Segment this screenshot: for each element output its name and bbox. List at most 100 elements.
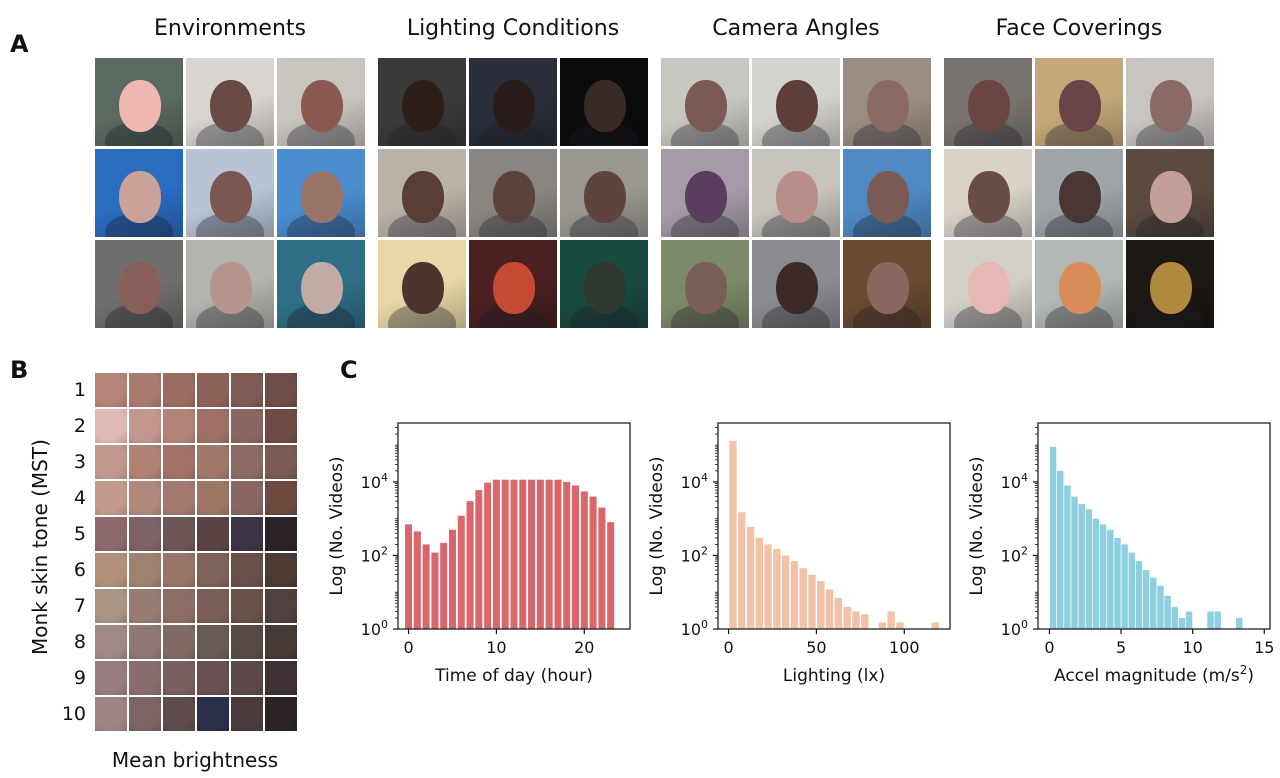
- skin-tone-swatch: [265, 589, 297, 623]
- histogram-bar: [431, 552, 439, 629]
- histogram-bar: [457, 515, 465, 629]
- histogram-bar: [764, 544, 772, 629]
- image-thumbnail: [843, 240, 931, 328]
- skin-tone-swatch: [163, 697, 195, 731]
- y-tick-label: 104: [681, 471, 708, 492]
- group-title: Environments: [154, 16, 306, 41]
- skin-tone-swatch: [265, 445, 297, 479]
- skin-tone-swatch: [95, 661, 127, 695]
- image-thumbnail: [752, 58, 840, 146]
- skin-tone-swatch: [95, 445, 127, 479]
- image-thumbnail: [1126, 149, 1214, 237]
- skin-tone-swatch: [231, 589, 263, 623]
- face-mask: [119, 262, 161, 314]
- face-mask: [1150, 171, 1192, 223]
- skin-tone-swatch: [231, 697, 263, 731]
- y-axis-label: Log (No. Videos): [327, 456, 347, 595]
- chart-time-of-day: 100 102 104 0 10 20 Time of day (hour) Log (No.…: [327, 422, 631, 686]
- image-thumbnail: [95, 149, 183, 237]
- histogram-bar: [738, 512, 746, 629]
- face-mask: [584, 262, 626, 314]
- face-mask: [867, 262, 909, 314]
- image-thumbnail: [277, 240, 365, 328]
- skin-tone-swatch: [95, 697, 127, 731]
- face-mask: [402, 171, 444, 223]
- x-tick-label: 0: [403, 638, 413, 657]
- x-tick-label: 5: [1116, 638, 1126, 657]
- skin-tone-swatch: [231, 625, 263, 659]
- histogram-bar: [580, 491, 588, 629]
- histogram-bar: [607, 522, 615, 629]
- histogram-bar: [572, 485, 580, 629]
- mst-row-label: 4: [73, 487, 86, 509]
- face-mask: [776, 80, 818, 132]
- face-mask: [402, 262, 444, 314]
- histogram-bar: [501, 479, 509, 629]
- group-title: Lighting Conditions: [406, 16, 620, 41]
- face-mask: [119, 80, 161, 132]
- skin-tone-swatch: [163, 553, 195, 587]
- skin-tone-swatch: [163, 625, 195, 659]
- image-thumbnail: [843, 58, 931, 146]
- skin-tone-swatch: [231, 553, 263, 587]
- histogram-bar: [746, 526, 755, 629]
- x-tick-label: 0: [1044, 638, 1054, 657]
- histogram-bar: [1207, 611, 1214, 629]
- y-axis-label: Log (No. Videos): [647, 456, 667, 595]
- histogram-bar: [817, 581, 825, 629]
- face-mask: [685, 80, 727, 132]
- skin-tone-swatch: [163, 373, 195, 407]
- histogram-bar: [440, 542, 448, 629]
- histogram-bar: [1056, 470, 1064, 629]
- face-mask: [210, 262, 252, 314]
- histogram-bar: [405, 524, 413, 629]
- skin-tone-swatch: [129, 697, 161, 731]
- skin-tone-swatch: [129, 589, 161, 623]
- histogram-bar: [510, 479, 518, 629]
- x-tick-label: 10: [486, 638, 506, 657]
- histogram-bar: [861, 614, 869, 629]
- mst-row-label: 7: [73, 595, 86, 617]
- skin-tone-swatch: [129, 625, 161, 659]
- x-axis-label: Time of day (hour): [434, 666, 593, 686]
- histogram-bar: [931, 622, 939, 629]
- skin-tone-swatch: [129, 553, 161, 587]
- mst-row-label: 6: [73, 559, 86, 581]
- skin-tone-swatch: [95, 481, 127, 515]
- histogram-bar: [492, 479, 500, 629]
- skin-tone-swatch: [129, 373, 161, 407]
- skin-tone-swatch: [197, 697, 229, 731]
- histogram-bar: [1099, 524, 1107, 629]
- panel-label-c: C: [340, 356, 358, 384]
- skin-tone-swatch: [129, 445, 161, 479]
- histogram-bar: [413, 531, 421, 629]
- image-thumbnail: [1035, 149, 1123, 237]
- histogram-bar: [1235, 617, 1243, 629]
- panel-label-b: B: [10, 356, 29, 384]
- skin-tone-swatch: [231, 373, 263, 407]
- skin-tone-swatch: [231, 517, 263, 551]
- histogram-bar: [1049, 446, 1057, 629]
- face-mask: [210, 171, 252, 223]
- skin-tone-swatch: [129, 661, 161, 695]
- skin-tone-swatch: [197, 409, 229, 443]
- face-mask: [301, 80, 343, 132]
- histogram-bar: [536, 479, 544, 629]
- x-axis-label: Lighting (lx): [783, 666, 885, 686]
- skin-tone-swatch: [163, 445, 195, 479]
- group-title: Camera Angles: [712, 16, 880, 41]
- mst-row-label: 3: [73, 451, 86, 473]
- skin-tone-swatch: [163, 517, 195, 551]
- histogram-bar: [554, 479, 562, 629]
- face-mask: [493, 80, 535, 132]
- face-mask: [1059, 262, 1101, 314]
- histogram-bar: [448, 529, 456, 629]
- face-mask: [1059, 80, 1101, 132]
- skin-tone-swatch: [95, 589, 127, 623]
- x-tick-label: 50: [806, 638, 826, 657]
- skin-tone-swatch: [197, 481, 229, 515]
- skin-tone-swatch: [265, 517, 297, 551]
- histogram-bar: [1185, 611, 1193, 629]
- skin-tone-swatch: [231, 481, 263, 515]
